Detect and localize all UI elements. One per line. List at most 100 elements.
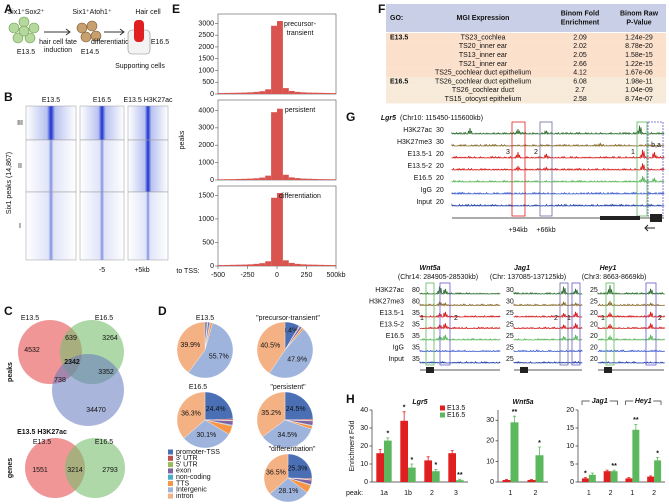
- y-tick-label: 4000: [198, 107, 214, 114]
- hair-cell: [134, 20, 144, 42]
- track-name: E16.5: [414, 175, 432, 182]
- track-name: E13.5-2: [407, 163, 432, 170]
- highlight-box: [647, 121, 664, 217]
- heatmap: [25, 139, 77, 193]
- signal-track: [419, 311, 501, 319]
- legend-label: exon: [176, 468, 191, 475]
- error-bar: [627, 477, 631, 480]
- highlight-box: [559, 282, 569, 366]
- histogram-bar: [294, 91, 301, 94]
- pie-slice: [284, 391, 314, 421]
- axis-label: Enrichment Fold: [349, 420, 356, 471]
- pie-title: E16.5: [189, 384, 207, 391]
- histogram-bar: [271, 197, 277, 266]
- histogram-bar: [259, 263, 266, 266]
- x-tick-label: 1: [509, 490, 513, 497]
- pie-title: "persistent": [270, 384, 306, 391]
- x-tick-label: 250: [301, 272, 313, 279]
- histogram-bar: [282, 174, 289, 180]
- y-tick-label: 0: [210, 263, 214, 270]
- heatmap: [127, 191, 169, 261]
- panel-label: A: [4, 2, 13, 16]
- x-tick-label: 2: [430, 490, 434, 497]
- table-cell: 2.7: [575, 87, 585, 94]
- pie-slice: [256, 321, 286, 374]
- pie-title: "precursor-transient": [256, 315, 320, 322]
- bar: [424, 460, 432, 482]
- y-tick-label: 0: [210, 177, 214, 184]
- axis-label: Six1 peaks (14,867): [6, 152, 13, 214]
- histogram-bar: [218, 93, 224, 94]
- axis-label: peak:: [346, 490, 363, 497]
- panel-label: D: [158, 304, 167, 318]
- table-cell: 2.58: [573, 96, 587, 103]
- signal-track: [451, 203, 665, 207]
- legend-label: promoter-TSS: [176, 449, 220, 456]
- bar: [448, 453, 456, 482]
- distance-label: +94kb: [508, 227, 527, 234]
- track-scale: 35: [412, 344, 420, 351]
- histogram-bar: [253, 178, 260, 180]
- table-row-bg: [386, 41, 666, 51]
- table-cell: 2.66: [573, 61, 587, 68]
- distance-label: +66kb: [536, 227, 555, 234]
- bar: [581, 478, 589, 482]
- histogram-bar: [318, 179, 325, 180]
- gene-exon: [426, 367, 434, 373]
- signal-track: [597, 284, 665, 296]
- legend-label: E13.5: [447, 405, 465, 412]
- pie-slice: [176, 321, 206, 373]
- error-bar: [530, 479, 533, 481]
- slice-label: 28.1%: [279, 488, 299, 495]
- y-tick-label: 10: [360, 461, 368, 468]
- locus-coords: (Chr3: 8663-8669kb): [582, 274, 647, 281]
- table-row-bg: [386, 85, 666, 95]
- axis-label: peaks: [179, 130, 186, 149]
- highlight-box: [571, 282, 581, 366]
- histogram-title: differentiation: [279, 193, 321, 200]
- table-row-bg: [386, 94, 666, 104]
- track-scale: 35: [412, 321, 420, 328]
- legend-swatch: [168, 487, 173, 493]
- peak-label: 2: [554, 315, 558, 322]
- legend-swatch: [440, 405, 445, 411]
- track-scale: 20: [590, 321, 598, 328]
- slice-label: 36.5%: [266, 469, 286, 476]
- pie-slice: [263, 453, 289, 495]
- error-bar: [458, 478, 462, 482]
- legend-swatch: [168, 493, 173, 499]
- track-name: IgG: [393, 344, 404, 351]
- histogram-bar: [294, 178, 301, 180]
- bar: [400, 420, 408, 482]
- bar: [588, 474, 596, 482]
- error-bar: [434, 469, 438, 473]
- error-bar: [590, 472, 594, 477]
- histogram-bar: [223, 92, 230, 94]
- x-tick-label: 0: [275, 272, 279, 279]
- table-cell: TS15_otocyst epithelium: [445, 96, 522, 103]
- x-tick-label: 1a: [380, 490, 388, 497]
- y-tick-label: 500: [202, 79, 214, 86]
- signal-track: [597, 311, 666, 318]
- track-scale: 20: [590, 310, 598, 317]
- chart-title: Lgr5: [412, 399, 427, 406]
- track-scale: 20: [436, 187, 444, 194]
- y-tick-label: 1000: [198, 67, 214, 74]
- track-name: H3K27ac: [375, 287, 404, 294]
- bar: [610, 471, 618, 482]
- y-tick-label: 10: [566, 443, 574, 450]
- track-scale: 35: [412, 310, 420, 317]
- histogram-bar: [300, 92, 307, 94]
- column-header: E13.5: [42, 97, 60, 104]
- stage: E14.5: [81, 49, 99, 56]
- pie-slice: [269, 328, 314, 379]
- venn-set: [65, 438, 125, 498]
- slice-label: 34.5%: [277, 432, 297, 439]
- track-scale: 80: [412, 287, 420, 294]
- histogram-bar: [247, 92, 254, 94]
- y-tick-label: 500: [202, 239, 214, 246]
- slice-label: 36.3%: [181, 410, 201, 417]
- venn-set: [52, 354, 124, 426]
- set-label: E16.5: [95, 315, 113, 322]
- peak-label: 1: [420, 315, 424, 322]
